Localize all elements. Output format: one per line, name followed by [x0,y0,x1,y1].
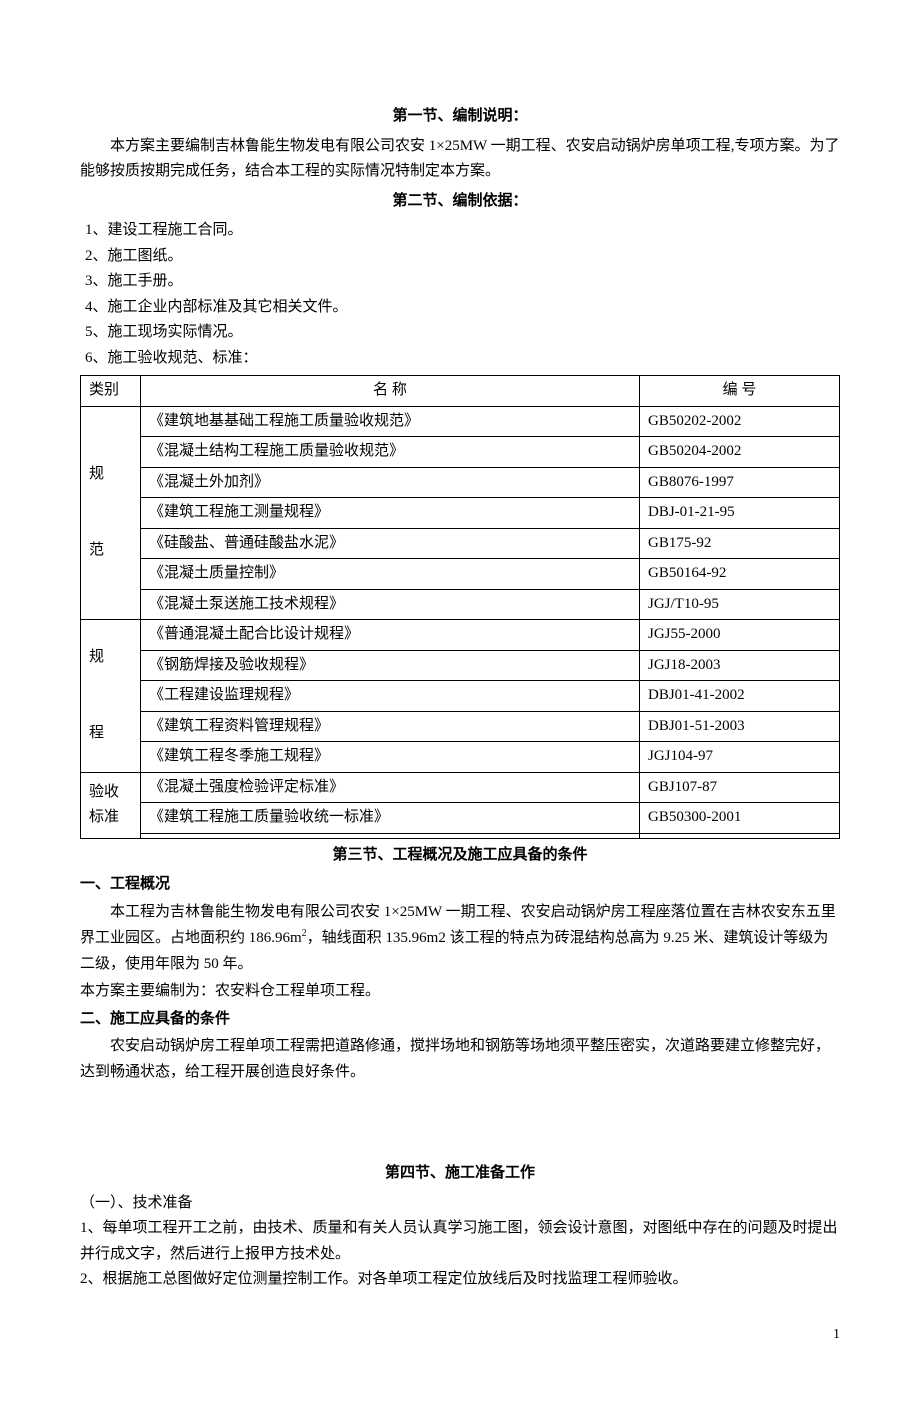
category-cell: 规 程 [81,620,141,773]
table-row: 验收 标准 《混凝土强度检验评定标准》 GBJ107-87 [81,772,840,803]
table-row: 《钢筋焊接及验收规程》 JGJ18-2003 [81,650,840,681]
standard-code: GBJ107-87 [640,772,840,803]
table-row [81,833,840,838]
spacer [80,1087,840,1157]
standard-name: 《建筑工程资料管理规程》 [141,711,640,742]
section4-title: 第四节、施工准备工作 [80,1161,840,1187]
standard-name: 《建筑工程冬季施工规程》 [141,742,640,773]
standard-code: JGJ/T10-95 [640,589,840,620]
standard-name: 《工程建设监理规程》 [141,681,640,712]
category-cell: 验收 标准 [81,772,141,838]
section4-item1: 1、每单项工程开工之前，由技术、质量和有关人员认真学习施工图，领会设计意图，对图… [80,1216,840,1267]
standard-code: DBJ01-51-2003 [640,711,840,742]
section3-sub2-content: 农安启动锅炉房工程单项工程需把道路修通，搅拌场地和钢筋等场地须平整压密实，次道路… [80,1034,840,1085]
standard-name: 《混凝土外加剂》 [141,467,640,498]
standard-name: 《普通混凝土配合比设计规程》 [141,620,640,651]
section3-title: 第三节、工程概况及施工应具备的条件 [80,843,840,869]
standard-code: JGJ104-97 [640,742,840,773]
table-header-row: 类别 名 称 编 号 [81,376,840,407]
section1-content: 本方案主要编制吉林鲁能生物发电有限公司农安 1×25MW 一期工程、农安启动锅炉… [80,134,840,185]
standard-code: JGJ55-2000 [640,620,840,651]
standard-code: GB175-92 [640,528,840,559]
standard-name: 《建筑工程施工测量规程》 [141,498,640,529]
section1-title: 第一节、编制说明： [80,104,840,130]
standard-name: 《混凝土结构工程施工质量验收规范》 [141,437,640,468]
list-item: 2、施工图纸。 [85,244,840,270]
standards-table: 类别 名 称 编 号 规 范 《建筑地基基础工程施工质量验收规范》 GB5020… [80,375,840,839]
list-item: 1、建设工程施工合同。 [85,218,840,244]
table-row: 《混凝土结构工程施工质量验收规范》 GB50204-2002 [81,437,840,468]
table-row: 《混凝土外加剂》 GB8076-1997 [81,467,840,498]
standard-name: 《混凝土泵送施工技术规程》 [141,589,640,620]
standard-name: 《硅酸盐、普通硅酸盐水泥》 [141,528,640,559]
section4-item2: 2、根据施工总图做好定位测量控制工作。对各单项工程定位放线后及时找监理工程师验收… [80,1267,840,1293]
table-row: 规 程 《普通混凝土配合比设计规程》 JGJ55-2000 [81,620,840,651]
header-code: 编 号 [640,376,840,407]
section2-title: 第二节、编制依据： [80,189,840,215]
table-row: 《建筑工程施工质量验收统一标准》 GB50300-2001 [81,803,840,834]
standard-name: 《混凝土强度检验评定标准》 [141,772,640,803]
section3-sub1-p2: 本方案主要编制为：农安料仓工程单项工程。 [80,979,840,1005]
standard-name: 《建筑工程施工质量验收统一标准》 [141,803,640,834]
section3-sub1-title: 一、工程概况 [80,872,840,898]
standard-name: 《建筑地基基础工程施工质量验收规范》 [141,406,640,437]
standard-code: GB50164-92 [640,559,840,590]
table-row: 《混凝土泵送施工技术规程》 JGJ/T10-95 [81,589,840,620]
table-row: 《工程建设监理规程》 DBJ01-41-2002 [81,681,840,712]
table-row: 《硅酸盐、普通硅酸盐水泥》 GB175-92 [81,528,840,559]
standard-code: GB8076-1997 [640,467,840,498]
section3-sub1-p1: 本工程为吉林鲁能生物发电有限公司农安 1×25MW 一期工程、农安启动锅炉房工程… [80,900,840,978]
standard-code: GB50300-2001 [640,803,840,834]
standard-name: 《混凝土质量控制》 [141,559,640,590]
list-item: 3、施工手册。 [85,269,840,295]
standard-code: DBJ01-41-2002 [640,681,840,712]
header-category: 类别 [81,376,141,407]
standard-name [141,833,640,838]
standard-code: DBJ-01-21-95 [640,498,840,529]
table-row: 《混凝土质量控制》 GB50164-92 [81,559,840,590]
standard-code: GB50202-2002 [640,406,840,437]
standard-code: JGJ18-2003 [640,650,840,681]
list-item: 6、施工验收规范、标准： [85,346,840,372]
standard-code: GB50204-2002 [640,437,840,468]
page-number: 1 [80,1323,840,1347]
table-row: 《建筑工程冬季施工规程》 JGJ104-97 [81,742,840,773]
header-name: 名 称 [141,376,640,407]
table-row: 《建筑工程施工测量规程》 DBJ-01-21-95 [81,498,840,529]
list-item: 5、施工现场实际情况。 [85,320,840,346]
list-item: 4、施工企业内部标准及其它相关文件。 [85,295,840,321]
section2-list: 1、建设工程施工合同。 2、施工图纸。 3、施工手册。 4、施工企业内部标准及其… [80,218,840,371]
standard-code [640,833,840,838]
section4-sub-title: （一）、技术准备 [80,1191,840,1217]
table-row: 规 范 《建筑地基基础工程施工质量验收规范》 GB50202-2002 [81,406,840,437]
section3-sub2-title: 二、施工应具备的条件 [80,1007,840,1033]
standard-name: 《钢筋焊接及验收规程》 [141,650,640,681]
category-cell: 规 范 [81,406,141,620]
table-row: 《建筑工程资料管理规程》 DBJ01-51-2003 [81,711,840,742]
